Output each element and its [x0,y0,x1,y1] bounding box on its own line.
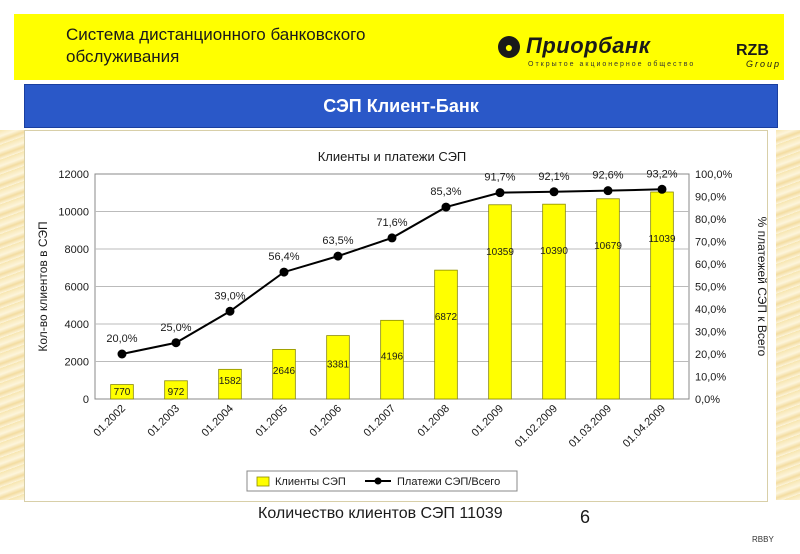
x-tick-label: 01.03.2009 [567,403,614,450]
bar-data-label: 1582 [219,376,242,387]
line-data-label: 20,0% [106,333,137,345]
y-tick-label: 0 [83,394,89,406]
line-data-label: 93,2% [646,168,677,180]
priorbank-logo: ● Приорбанк Открытое акционерное обществ… [498,33,698,76]
left-decor [0,130,24,500]
line-point [333,251,343,261]
y-tick-label: 2000 [65,357,89,369]
bar-data-label: 972 [168,387,185,398]
line-point [117,349,127,359]
x-tick-label: 01.2003 [146,403,183,440]
line-point [441,202,451,212]
bar-data-label: 10679 [594,241,622,252]
line-point [603,186,613,196]
section-title: СЭП Клиент-Банк [323,96,479,116]
line-data-label: 92,6% [592,170,623,182]
x-tick-label: 01.04.2009 [621,403,668,450]
y-axis-title: Кол-во клиентов в СЭП [36,221,50,351]
line-data-label: 63,5% [322,235,353,247]
bar [434,269,458,400]
combo-chart: Клиенты и платежи СЭП 0 2000 4000 6000 8000 10… [36,149,767,492]
footer-summary: Количество клиентов СЭП 11039 [258,505,503,522]
page-number: 6 [580,507,591,527]
bar [596,198,620,400]
bar [488,204,512,400]
x-tick-label: 01.2009 [470,403,507,440]
bar-data-label: 2646 [273,366,296,377]
chart-title: Клиенты и платежи СЭП [318,149,467,164]
line-point [225,306,235,316]
bar-data-label: 4196 [381,352,404,363]
bar [542,203,566,400]
footer-code: RBBY [752,535,774,544]
line-point [657,184,667,194]
bar-data-label: 770 [114,387,131,398]
y-tick-label: 8000 [65,244,89,256]
y2-tick-label: 100,0% [695,169,733,181]
bar-data-label: 10390 [540,246,568,257]
y2-tick-label: 40,0% [695,304,726,316]
x-tick-label: 01.2008 [416,403,453,440]
chart-frame: Клиенты и платежи СЭП 0 2000 4000 6000 8000 10… [24,130,768,502]
priorbank-logo-text: Приорбанк [526,33,651,58]
line-point [279,267,289,277]
y2-tick-label: 70,0% [695,237,726,249]
header-title: Система дистанционного банковского обслу… [66,25,366,66]
line-point [495,188,505,198]
line-data-label: 25,0% [160,322,191,334]
x-tick-label: 01.2007 [362,403,399,440]
rzb-logo: RZB Group [736,42,796,82]
line-data-label: 85,3% [430,186,461,198]
section-banner: СЭП Клиент-Банк [24,84,778,128]
x-tick-label: 01.2005 [254,403,291,440]
x-tick-label: 01.2006 [308,403,345,440]
y-tick-label: 6000 [65,282,89,294]
line-point [387,233,397,243]
legend-label-bars: Клиенты СЭП [275,476,346,488]
y2-tick-label: 60,0% [695,259,726,271]
y2-tick-label: 50,0% [695,282,726,294]
legend-label-line: Платежи СЭП/Всего [397,476,500,488]
bar-data-label: 3381 [327,359,350,370]
rzb-logo-subtitle: Group [746,59,782,69]
rzb-logo-text: RZB [736,42,769,59]
line-point [171,338,181,348]
right-decor [776,130,800,500]
bar [380,319,404,400]
bar [650,191,674,400]
y2-axis-title: % платежей СЭП к Всего [755,217,767,357]
bar [110,384,134,400]
legend-swatch-point [374,477,382,485]
y2-tick-label: 20,0% [695,349,726,361]
x-tick-label: 01.2002 [92,403,129,440]
y2-tick-label: 10,0% [695,372,726,384]
bar [326,335,350,400]
x-tick-label: 01.02.2009 [513,403,560,450]
y-tick-label: 12000 [58,169,89,181]
bar-data-label: 10359 [486,247,514,258]
bar-data-label: 6872 [435,312,458,323]
line-data-label: 56,4% [268,251,299,263]
legend-swatch-bars [256,476,270,487]
y-tick-label: 10000 [58,207,89,219]
y2-tick-label: 30,0% [695,327,726,339]
bar-data-label: 11039 [648,234,676,245]
line-data-label: 39,0% [214,290,245,302]
line-point [549,187,559,197]
header-bar: Система дистанционного банковского обслу… [14,14,784,80]
x-tick-label: 01.2004 [200,403,237,440]
line-data-label: 92,1% [538,171,569,183]
y2-tick-label: 0,0% [695,394,720,406]
bar [218,368,242,400]
priorbank-logo-subtitle: Открытое акционерное общество [528,61,696,68]
line-data-label: 71,6% [376,217,407,229]
bar [164,380,188,400]
y2-tick-label: 90,0% [695,192,726,204]
line-data-label: 91,7% [484,172,515,184]
y2-tick-label: 80,0% [695,214,726,226]
y-tick-label: 4000 [65,319,89,331]
bar [272,348,296,400]
priorbank-emblem-icon: ● [498,36,520,58]
